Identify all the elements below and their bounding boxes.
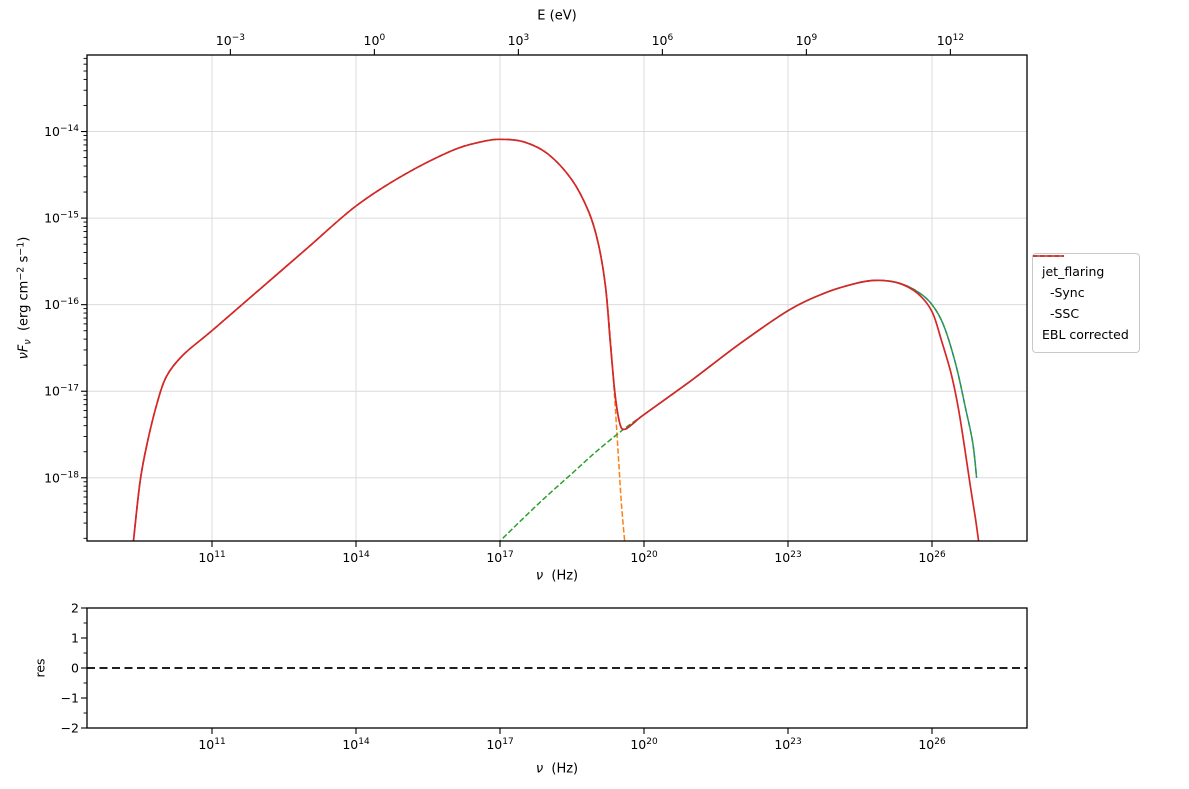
tick-exponent: 9 (811, 33, 817, 43)
sed-main-panel: 1011 1014 1017 1020 1023 1026 10−3 100 103 106 109… (44, 33, 1028, 565)
main-ticks (81, 49, 951, 547)
legend-label: -Sync (1042, 285, 1085, 300)
tick-label: 1017 (486, 737, 513, 752)
ylabel-sup-cm: −2 (15, 266, 26, 281)
legend-label: jet_flaring (1042, 264, 1105, 279)
series-sync-line (132, 138, 626, 541)
xlabel-unit: (Hz) (543, 568, 579, 584)
main-grid (87, 55, 1027, 541)
tick-label: −2 (61, 721, 79, 736)
tick-label: 10−14 (44, 124, 79, 139)
tick-exponent: 17 (502, 550, 513, 560)
tick-label: 100 (364, 33, 386, 48)
tick-label: 1011 (198, 737, 225, 752)
legend-entry: EBL corrected (1033, 255, 1129, 345)
y-axis-label: νFν (erg cm−2 s−1) (15, 237, 34, 360)
tick-label: 1017 (486, 550, 513, 565)
tick-label: 10−16 (44, 297, 79, 312)
ylabel-unit: (erg cm (16, 280, 32, 340)
tick-exponent: 17 (502, 737, 513, 747)
x-axis-label-main: ν (Hz) (536, 569, 578, 584)
tick-exponent: 0 (379, 33, 385, 43)
tick-exponent: 23 (790, 737, 801, 747)
xlabel-nu: ν (535, 568, 544, 584)
tick-exponent: 3 (523, 33, 529, 43)
tick-label: 10−17 (44, 384, 79, 399)
tick-label: 1020 (630, 550, 658, 565)
tick-exponent: 26 (934, 737, 946, 747)
tick-label: 1014 (342, 737, 370, 752)
x-axis-label-residual: ν (Hz) (536, 762, 578, 777)
res-xlabel-unit: (Hz) (543, 761, 579, 777)
tick-label: −1 (61, 691, 79, 706)
ylabel-nuF: νF (16, 344, 32, 360)
tick-label: 1020 (630, 737, 658, 752)
tick-exponent: 26 (934, 550, 946, 560)
tick-label: 1 (71, 631, 79, 646)
residual-panel: 1011 1014 1017 1020 1023 1026 −2 −1 0 1 2 (61, 601, 1028, 752)
tick-label: 1023 (774, 737, 801, 752)
legend: jet_flaring -Sync -SSC EBL corrected (1032, 253, 1140, 353)
tick-exponent: −15 (60, 211, 79, 221)
series-lines (132, 138, 980, 541)
tick-label: 103 (508, 33, 530, 48)
tick-label: 106 (652, 33, 674, 48)
tick-label: 1026 (918, 737, 946, 752)
tick-exponent: 6 (667, 33, 673, 43)
legend-entry: -Sync (1033, 255, 1129, 303)
series-ssc-line (499, 279, 978, 541)
tick-label: 10−15 (44, 211, 79, 226)
tick-exponent: −3 (232, 33, 245, 43)
residual-ticks (81, 607, 933, 734)
tick-exponent: 11 (214, 550, 225, 560)
residual-y-axis-label: res (32, 658, 48, 678)
tick-exponent: −14 (60, 124, 79, 134)
tick-exponent: −17 (60, 384, 79, 394)
ylabel-sup-s: −1 (15, 241, 26, 256)
tick-label: 1012 (937, 33, 964, 48)
tick-exponent: 20 (646, 737, 658, 747)
legend-entry: -SSC (1033, 255, 1129, 324)
ylabel-sub-nu: ν (22, 339, 34, 345)
tick-label: 10−3 (216, 33, 245, 48)
tick-label: 2 (71, 601, 79, 616)
tick-exponent: 12 (953, 33, 964, 43)
tick-label: 1011 (198, 550, 225, 565)
tick-exponent: 11 (214, 737, 225, 747)
tick-label: 1026 (918, 550, 946, 565)
tick-label: 109 (796, 33, 818, 48)
tick-label: 1023 (774, 550, 801, 565)
tick-label: 10−18 (44, 470, 79, 485)
tick-exponent: −18 (60, 470, 79, 480)
tick-exponent: 23 (790, 550, 801, 560)
ylabel-unit-s: s (16, 255, 32, 267)
tick-exponent: −16 (60, 297, 79, 307)
legend-label: -SSC (1042, 306, 1080, 321)
tick-label: 0 (71, 661, 79, 676)
legend-line-sample (1033, 255, 1064, 257)
legend-entry: jet_flaring (1033, 255, 1129, 282)
tick-label: 1014 (342, 550, 370, 565)
tick-exponent: 20 (646, 550, 658, 560)
tick-exponent: 14 (358, 550, 370, 560)
main-axes-frame (86, 54, 1028, 542)
top-axis-label: E (eV) (537, 8, 577, 24)
series-ebl-corrected-line (132, 138, 980, 541)
tick-exponent: 14 (358, 737, 370, 747)
res-xlabel-nu: ν (535, 761, 544, 777)
legend-label: EBL corrected (1042, 327, 1129, 342)
series-jet-flaring-line (132, 138, 978, 541)
